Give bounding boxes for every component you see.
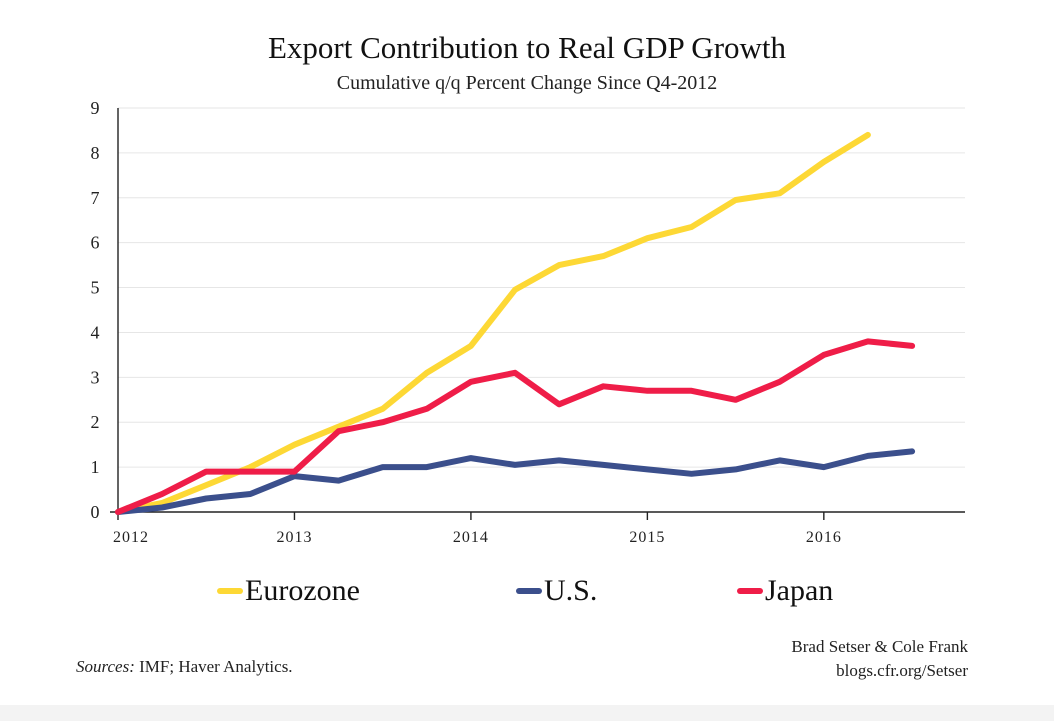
- legend-label-eurozone: Eurozone: [245, 574, 360, 607]
- legend-label-us: U.S.: [544, 574, 598, 607]
- x-tick-label-2016: 2016: [806, 529, 842, 546]
- y-tick-label-1: 1: [91, 457, 100, 477]
- legend-item-us: U.S.: [516, 574, 597, 608]
- y-tick-label-8: 8: [91, 143, 100, 163]
- x-tick-label-2013: 2013: [276, 529, 312, 546]
- sources-text: IMF; Haver Analytics.: [134, 657, 293, 676]
- x-tick-label-2014: 2014: [453, 529, 489, 546]
- x-tick-label-2012: 2012: [113, 529, 149, 546]
- chart-title: Export Contribution to Real GDP Growth: [267, 30, 787, 65]
- series-line-us: [115, 448, 916, 515]
- legend-item-eurozone: Eurozone: [217, 574, 360, 608]
- axes: [110, 108, 965, 520]
- series-line-japan: [115, 338, 916, 515]
- gridlines: [118, 107, 965, 468]
- sources-note: Sources: IMF; Haver Analytics.: [76, 657, 293, 677]
- series-lines: [115, 131, 916, 515]
- bottom-bar: [0, 705, 1054, 721]
- legend-label-japan: Japan: [765, 574, 834, 607]
- y-tick-label-9: 9: [91, 98, 100, 118]
- y-tick-label-7: 7: [91, 188, 100, 208]
- y-tick-label-0: 0: [91, 502, 100, 522]
- x-tick-label-2015: 2015: [629, 529, 665, 546]
- credit-authors: Brad Setser & Cole Frank: [791, 637, 968, 656]
- legend-swatch-us: [516, 588, 542, 594]
- line-chart: 0 1 2 3 4 5 6 7 8 9 2012 2013 2014 2015 2016: [91, 98, 965, 546]
- y-tick-label-4: 4: [91, 322, 100, 342]
- legend-swatch-eurozone: [217, 588, 243, 594]
- chart-subtitle: Cumulative q/q Percent Change Since Q4-2…: [336, 72, 718, 94]
- legend-item-japan: Japan: [737, 574, 833, 608]
- credit-site: blogs.cfr.org/Setser: [836, 661, 968, 680]
- y-tick-label-6: 6: [91, 233, 100, 253]
- y-tick-label-2: 2: [91, 412, 100, 432]
- x-tick-labels: 2012 2013 2014 2015 2016: [113, 529, 842, 546]
- sources-label: Sources:: [76, 657, 135, 676]
- y-tick-label-5: 5: [91, 278, 100, 298]
- y-tick-labels: 0 1 2 3 4 5 6 7 8 9: [91, 98, 100, 522]
- legend-swatch-japan: [737, 588, 763, 594]
- legend: Eurozone U.S. Japan: [0, 574, 1054, 614]
- credit: Brad Setser & Cole Frank blogs.cfr.org/S…: [791, 635, 968, 683]
- series-line-eurozone: [115, 131, 871, 515]
- y-tick-label-3: 3: [91, 367, 100, 387]
